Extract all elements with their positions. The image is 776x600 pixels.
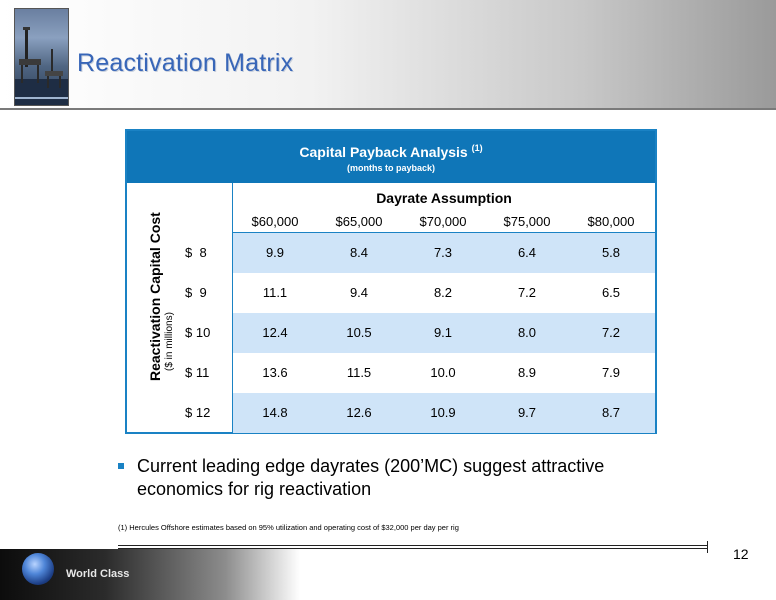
row-label: $ 11 [185, 365, 210, 380]
globe-icon [22, 553, 54, 585]
table-cell: 9.9 [265, 245, 285, 260]
column-header: $65,000 [335, 214, 383, 229]
column-header-divider [233, 232, 655, 233]
bullet-square-icon [118, 463, 124, 469]
footer-rule [118, 548, 708, 549]
table-cell: 7.2 [601, 325, 621, 340]
table-cell: 11.5 [346, 365, 372, 380]
table-cell: 12.6 [346, 405, 372, 420]
footer-tick [707, 541, 708, 553]
row-header-divider [232, 183, 233, 432]
table-row: 12.4 10.5 9.1 8.0 7.2 [233, 313, 655, 353]
slide-title: Reactivation Matrix [77, 49, 294, 77]
table-row: 14.8 12.6 10.9 9.7 8.7 [233, 393, 655, 433]
offshore-rig-icon [15, 27, 68, 105]
table-cell: 10.0 [430, 365, 456, 380]
row-group-subtitle: ($ in millions) [164, 312, 175, 371]
table-subtitle: (months to payback) [346, 163, 435, 173]
table-cell: 14.8 [262, 405, 288, 420]
table-cell: 7.9 [601, 365, 621, 380]
table-title-footnote-ref: (1) [471, 143, 483, 153]
footnote: (1) Hercules Offshore estimates based on… [118, 523, 459, 532]
page-number: 12 [733, 546, 749, 562]
footer-tagline: World Class [66, 568, 130, 580]
table-cell: 8.2 [433, 285, 453, 300]
table-cell: 8.4 [349, 245, 369, 260]
table-cell: 8.9 [517, 365, 537, 380]
footer-rule [118, 545, 708, 546]
column-header: $70,000 [419, 214, 467, 229]
table-row: 11.1 9.4 8.2 7.2 6.5 [233, 273, 655, 313]
table-row: 9.9 8.4 7.3 6.4 5.8 [233, 233, 655, 273]
table-cell: 5.8 [601, 245, 621, 260]
row-label: $ 12 [185, 405, 211, 420]
column-group-title: Dayrate Assumption [376, 190, 512, 206]
row-label: $ 9 [185, 285, 207, 300]
column-header: $75,000 [503, 214, 551, 229]
column-header: $80,000 [587, 214, 635, 229]
table-cell: 10.5 [346, 325, 372, 340]
table-cell: 9.7 [517, 405, 537, 420]
table-cell: 7.2 [517, 285, 537, 300]
bullet-text: Current leading edge dayrates (200’MC) s… [137, 456, 605, 499]
offshore-rig-photo [14, 8, 69, 106]
table-cell: 9.1 [433, 325, 453, 340]
payback-table: Capital Payback Analysis (1) (months to … [125, 129, 657, 434]
table-title: Capital Payback Analysis (1) [127, 143, 655, 160]
table-cell: 12.4 [262, 325, 288, 340]
table-cell: 11.1 [262, 285, 288, 300]
table-header: Capital Payback Analysis (1) (months to … [127, 131, 655, 183]
table-cell: 6.5 [601, 285, 621, 300]
table-cell: 8.7 [601, 405, 621, 420]
table-row: 13.6 11.5 10.0 8.9 7.9 [233, 353, 655, 393]
table-cell: 7.3 [433, 245, 453, 260]
table-cell: 6.4 [517, 245, 537, 260]
table-title-text: Capital Payback Analysis [299, 144, 468, 160]
table-cell: 9.4 [349, 285, 369, 300]
table-cell: 8.0 [517, 325, 537, 340]
column-header: $60,000 [251, 214, 299, 229]
row-label: $ 10 [185, 325, 211, 340]
row-label: $ 8 [185, 245, 207, 260]
row-group-title: Reactivation Capital Cost [147, 212, 163, 381]
slide-header: Reactivation Matrix [0, 0, 776, 110]
table-cell: 13.6 [262, 365, 288, 380]
table-cell: 10.9 [430, 405, 456, 420]
